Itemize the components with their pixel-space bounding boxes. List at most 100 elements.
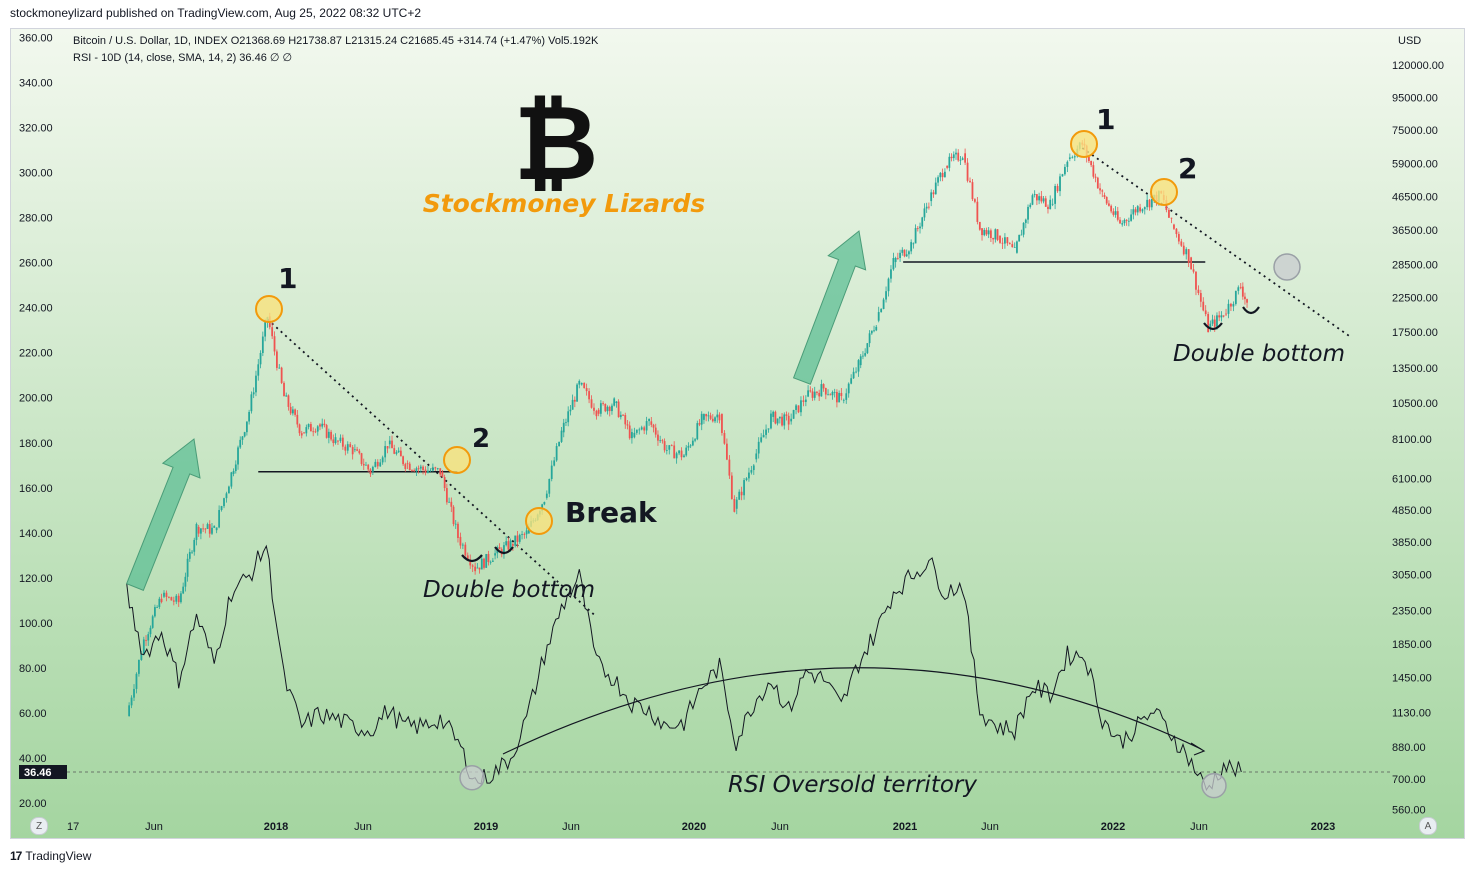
candle-body bbox=[733, 499, 736, 512]
candle-body bbox=[434, 467, 437, 469]
candle-body bbox=[1040, 196, 1043, 202]
candle-body bbox=[273, 336, 276, 352]
candle-body bbox=[1119, 219, 1121, 224]
candle-body bbox=[1073, 156, 1076, 158]
candle-body bbox=[300, 433, 303, 436]
footer-brand[interactable]: 17 TradingView bbox=[10, 849, 91, 863]
candle-body bbox=[237, 447, 239, 465]
footer-brand-label: TradingView bbox=[25, 849, 92, 863]
candle-body bbox=[230, 472, 233, 487]
candle-body bbox=[880, 308, 883, 313]
candle-body bbox=[255, 375, 257, 393]
candle-body bbox=[752, 465, 755, 471]
candle-body bbox=[726, 443, 728, 460]
rsi-axis-tick: 140.00 bbox=[19, 528, 53, 540]
candle-body bbox=[1121, 223, 1124, 225]
candle-body bbox=[250, 394, 253, 412]
candle-body bbox=[305, 427, 308, 434]
annotation-label: 1 bbox=[278, 262, 297, 295]
candle-body bbox=[393, 448, 396, 454]
candle-body bbox=[202, 528, 205, 530]
candle-body bbox=[208, 524, 211, 534]
candle-body bbox=[454, 523, 457, 525]
symbol-legend[interactable]: Bitcoin / U.S. Dollar, 1D, INDEX O21368.… bbox=[73, 35, 599, 47]
candle-body bbox=[934, 182, 937, 195]
candle-body bbox=[206, 524, 209, 529]
rsi-legend[interactable]: RSI - 10D (14, close, SMA, 14, 2) 36.46 … bbox=[73, 52, 293, 64]
candle-body bbox=[1042, 198, 1045, 202]
candle-body bbox=[650, 421, 653, 425]
trendlines bbox=[266, 147, 1350, 618]
candle-body bbox=[1190, 257, 1193, 270]
candle-body bbox=[321, 423, 324, 427]
candle-body bbox=[948, 156, 951, 168]
candle-body bbox=[910, 242, 913, 252]
candle-body bbox=[567, 411, 570, 423]
candle-body bbox=[955, 152, 957, 155]
candle-body bbox=[969, 180, 971, 183]
candle-body bbox=[521, 533, 523, 535]
candle-body bbox=[303, 432, 305, 434]
price-axis-tick: 17500.00 bbox=[1392, 327, 1438, 339]
candle-body bbox=[138, 659, 140, 674]
candle-body bbox=[750, 470, 753, 473]
candle-body bbox=[417, 468, 420, 470]
candle-body bbox=[1123, 219, 1126, 224]
candle-body bbox=[818, 392, 821, 397]
candle-body bbox=[1241, 286, 1244, 297]
chart-area[interactable]: 360.00 340.00 320.00 300.00 280.00 260.00 240.… bbox=[10, 28, 1465, 839]
candle-body bbox=[673, 445, 676, 459]
candle-body bbox=[558, 441, 560, 447]
candle-body bbox=[325, 425, 328, 438]
annotation-label: Double bottom bbox=[423, 577, 595, 603]
price-axis-tick: 6100.00 bbox=[1392, 473, 1432, 485]
auto-scale-button[interactable]: A bbox=[1419, 817, 1437, 835]
candle-body bbox=[831, 391, 834, 396]
candle-body bbox=[842, 399, 845, 401]
zoom-button[interactable]: Z bbox=[30, 817, 48, 835]
chart-canvas[interactable]: 360.00340.00320.00300.00280.00260.00240.… bbox=[11, 29, 1465, 839]
candle-body bbox=[145, 640, 147, 642]
candle-body bbox=[523, 533, 526, 535]
time-axis-tick: 2023 bbox=[1311, 821, 1335, 833]
candle-body bbox=[1004, 237, 1006, 244]
candle-body bbox=[312, 431, 315, 433]
candle-body bbox=[964, 153, 967, 163]
candle-body bbox=[220, 506, 223, 511]
candle-body bbox=[349, 444, 352, 448]
candle-body bbox=[824, 388, 827, 395]
time-axis-tick: 2020 bbox=[682, 821, 706, 833]
candle-body bbox=[494, 553, 496, 556]
price-axis-tick: 13500.00 bbox=[1392, 363, 1438, 375]
candle-body bbox=[186, 558, 189, 577]
candle-body bbox=[1008, 243, 1011, 245]
candle-body bbox=[628, 425, 631, 439]
time-axis-tick: 2021 bbox=[893, 821, 917, 833]
brand: ₿Stockmoney Lizards bbox=[423, 82, 706, 218]
candle-body bbox=[543, 501, 546, 505]
candle-body bbox=[840, 392, 843, 397]
candle-body bbox=[1116, 211, 1119, 220]
candle-body bbox=[624, 415, 627, 425]
candle-body bbox=[367, 464, 370, 470]
candle-body bbox=[1092, 165, 1095, 177]
candle-body bbox=[1125, 219, 1128, 221]
candle-body bbox=[703, 414, 705, 420]
price-axis-tick: 560.00 bbox=[1392, 805, 1426, 817]
candle-body bbox=[974, 199, 976, 202]
candle-body bbox=[1202, 301, 1205, 311]
candle-body bbox=[685, 447, 688, 456]
candle-body bbox=[1204, 310, 1207, 315]
candle-body bbox=[1013, 247, 1016, 248]
rsi-axis-tick: 220.00 bbox=[19, 348, 53, 360]
rsi-arc-arrowhead bbox=[1190, 742, 1206, 756]
candle-body bbox=[154, 607, 156, 617]
candle-body bbox=[461, 544, 464, 546]
candle-body bbox=[1031, 195, 1034, 205]
candle-body bbox=[698, 423, 701, 425]
candle-body bbox=[983, 229, 986, 236]
candle-body bbox=[170, 597, 173, 601]
price-axis-tick: 59000.00 bbox=[1392, 159, 1438, 171]
candle-body bbox=[946, 165, 949, 168]
candle-body bbox=[1006, 237, 1009, 244]
